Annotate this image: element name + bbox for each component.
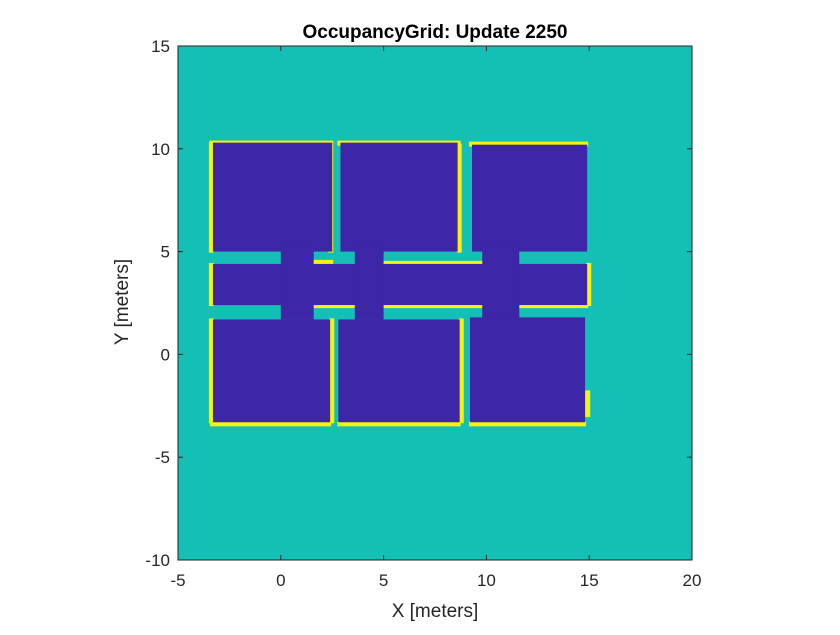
occupied-cells xyxy=(209,421,332,427)
y-tick-label: -10 xyxy=(145,551,170,570)
occupied-cells xyxy=(337,421,461,427)
occupied-cells xyxy=(382,260,484,265)
occupied-cells xyxy=(312,304,356,309)
x-tick-label: -5 xyxy=(170,571,185,590)
occupied-cells xyxy=(518,304,589,309)
free-cells xyxy=(482,247,520,320)
x-tick-label: 20 xyxy=(683,571,702,590)
occupied-cells xyxy=(208,262,214,307)
plot-frame xyxy=(177,45,693,561)
x-tick-label: 10 xyxy=(477,571,496,590)
occupied-cells xyxy=(468,421,587,427)
occupied-cells xyxy=(382,304,484,309)
free-cells xyxy=(354,243,384,320)
free-cells xyxy=(469,317,586,423)
y-axis: -10 -5 0 5 10 15 xyxy=(145,37,692,570)
free-cells xyxy=(280,247,314,320)
occupied-cells xyxy=(585,390,591,418)
free-cells xyxy=(472,144,588,252)
occupied-cells xyxy=(586,262,592,307)
y-tick-label: 5 xyxy=(161,243,170,262)
y-tick-label: 0 xyxy=(161,345,170,364)
x-axis: -5 0 5 10 15 20 xyxy=(170,46,701,590)
free-cells xyxy=(340,142,458,252)
occupied-cells xyxy=(456,143,462,253)
occupied-cells xyxy=(208,141,214,253)
x-tick-label: 15 xyxy=(580,571,599,590)
free-cells xyxy=(338,319,460,423)
plot-area xyxy=(177,45,693,561)
free-cells xyxy=(212,263,588,306)
free-cells xyxy=(212,142,333,252)
y-tick-label: -5 xyxy=(155,448,170,467)
y-tick-label: 15 xyxy=(151,37,170,56)
chart-title: OccupancyGrid: Update 2250 xyxy=(302,22,567,43)
x-axis-label: X [meters] xyxy=(392,601,479,622)
free-cells xyxy=(212,319,331,423)
occupied-cells xyxy=(208,318,214,424)
y-tick-label: 10 xyxy=(151,140,170,159)
occupied-cells xyxy=(312,259,334,265)
occupied-cells xyxy=(468,141,589,147)
x-tick-label: 0 xyxy=(276,571,285,590)
occupied-cells xyxy=(329,318,335,424)
y-axis-label: Y [meters] xyxy=(112,259,133,345)
x-tick-label: 5 xyxy=(379,571,388,590)
occupied-cells xyxy=(458,318,464,424)
